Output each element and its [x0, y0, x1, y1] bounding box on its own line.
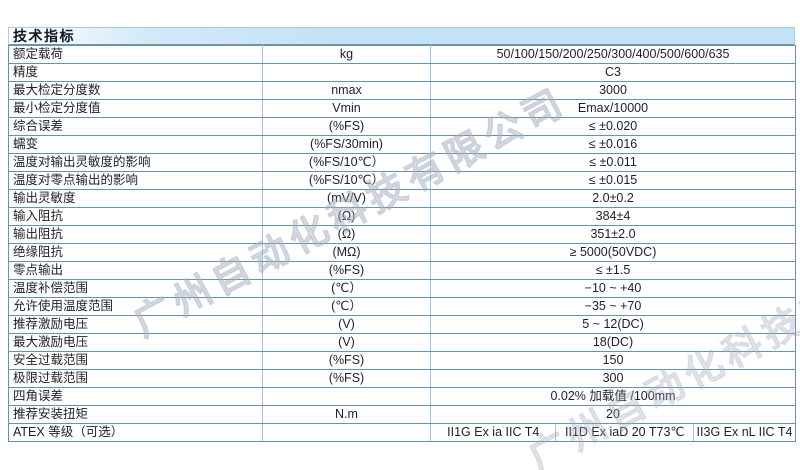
spec-name-cell: 绝缘阻抗: [8, 243, 263, 262]
spec-table: 额定载荷 kg 50/100/150/200/250/300/400/500/600…: [8, 45, 796, 442]
spec-name-cell: 四角误差: [8, 387, 263, 406]
spec-unit-cell: (V): [262, 333, 431, 352]
spec-name-cell: 极限过载范围: [8, 369, 263, 388]
spec-unit-cell: nmax: [262, 81, 431, 100]
spec-unit-cell: (%FS): [262, 369, 431, 388]
spec-unit-cell: (%FS): [262, 351, 431, 370]
spec-name-cell: 温度补偿范围: [8, 279, 263, 298]
spec-unit-cell: (Ω): [262, 225, 431, 244]
table-row: 极限过载范围 (%FS) 300: [8, 369, 796, 388]
table-row: 输出阻抗 (Ω) 351±2.0: [8, 225, 796, 244]
spec-name-cell: 温度对输出灵敏度的影响: [8, 153, 263, 172]
spec-value-cell: ≥ 5000(50VDC): [430, 243, 796, 262]
spec-name-cell: 最大激励电压: [8, 333, 263, 352]
spec-name-cell: 输入阻抗: [8, 207, 263, 226]
table-row: 温度对输出灵敏度的影响 (%FS/10℃） ≤ ±0.011: [8, 153, 796, 172]
atex-value-3: II3G Ex nL IIC T4: [692, 424, 795, 441]
table-row: 安全过载范围 (%FS) 150: [8, 351, 796, 370]
spec-unit-cell: kg: [262, 45, 431, 64]
table-row: 零点输出 (%FS) ≤ ±1.5: [8, 261, 796, 280]
spec-unit-cell: (V): [262, 315, 431, 334]
spec-name-cell: 输出阻抗: [8, 225, 263, 244]
spec-name-cell: 温度对零点输出的影响: [8, 171, 263, 190]
spec-value-cell: 20: [430, 405, 796, 424]
spec-value-cell: 3000: [430, 81, 796, 100]
spec-value-cell: 150: [430, 351, 796, 370]
spec-unit-cell: [262, 63, 431, 82]
spec-unit-cell: [262, 387, 431, 406]
atex-value-1: II1G Ex ia IIC T4: [447, 425, 540, 439]
spec-value-cell: 5 ~ 12(DC): [430, 315, 796, 334]
table-row: 绝缘阻抗 (MΩ) ≥ 5000(50VDC): [8, 243, 796, 262]
spec-value-cell: ≤ ±0.015: [430, 171, 796, 190]
spec-name-cell: 推荐激励电压: [8, 315, 263, 334]
atex-value-2: II1D Ex iaD 20 T73℃: [555, 424, 693, 441]
spec-value-cell: 2.0±0.2: [430, 189, 796, 208]
spec-unit-cell: (%FS/10℃）: [262, 171, 431, 190]
table-row: 精度 C3: [8, 63, 796, 82]
spec-unit-cell: (%FS/30min): [262, 135, 431, 154]
spec-value-cell: 300: [430, 369, 796, 388]
spec-value-cell: ≤ ±0.016: [430, 135, 796, 154]
table-row: 温度补偿范围 (℃） −10 ~ +40: [8, 279, 796, 298]
table-row: 四角误差 0.02% 加载值 /100mm: [8, 387, 796, 406]
spec-value-cell: ≤ ±0.011: [430, 153, 796, 172]
spec-value-cell: 384±4: [430, 207, 796, 226]
spec-unit-cell: (mV/V): [262, 189, 431, 208]
table-row: 最小检定分度值 Vmin Emax/10000: [8, 99, 796, 118]
section-title-bar: 技术指标: [8, 27, 795, 46]
spec-unit-cell: (Ω): [262, 207, 431, 226]
spec-name-cell: 精度: [8, 63, 263, 82]
table-row: 额定载荷 kg 50/100/150/200/250/300/400/500/600…: [8, 45, 796, 64]
spec-name-cell: 输出灵敏度: [8, 189, 263, 208]
spec-name-cell: 最大检定分度数: [8, 81, 263, 100]
spec-name-cell: 允许使用温度范围: [8, 297, 263, 316]
spec-value-cell: −35 ~ +70: [430, 297, 796, 316]
spec-value-cell: C3: [430, 63, 796, 82]
spec-value-cell: ≤ ±1.5: [430, 261, 796, 280]
table-row: 输出灵敏度 (mV/V) 2.0±0.2: [8, 189, 796, 208]
spec-unit-cell: (℃）: [262, 297, 431, 316]
table-row: 允许使用温度范围 (℃） −35 ~ +70: [8, 297, 796, 316]
spec-unit-cell: (%FS): [262, 261, 431, 280]
table-row: 输入阻抗 (Ω) 384±4: [8, 207, 796, 226]
atex-values-cell: II1G Ex ia IIC T4 II1D Ex iaD 20 T73℃ II3G…: [430, 423, 796, 442]
spec-unit-cell: (MΩ): [262, 243, 431, 262]
spec-name-cell: 综合误差: [8, 117, 263, 136]
spec-value-cell: ≤ ±0.020: [430, 117, 796, 136]
spec-unit-cell: (%FS): [262, 117, 431, 136]
spec-unit-cell: [262, 423, 431, 442]
spec-value-cell: Emax/10000: [430, 99, 796, 118]
page-title: 技术指标: [13, 28, 75, 44]
spec-name-cell: 推荐安装扭矩: [8, 405, 263, 424]
table-row: 推荐激励电压 (V) 5 ~ 12(DC): [8, 315, 796, 334]
spec-name-cell: 安全过载范围: [8, 351, 263, 370]
spec-name-cell: 最小检定分度值: [8, 99, 263, 118]
table-row: 最大激励电压 (V) 18(DC): [8, 333, 796, 352]
spec-value-cell: 351±2.0: [430, 225, 796, 244]
table-row: 蠕变 (%FS/30min) ≤ ±0.016: [8, 135, 796, 154]
spec-unit-cell: (%FS/10℃）: [262, 153, 431, 172]
table-row: 综合误差 (%FS) ≤ ±0.020: [8, 117, 796, 136]
table-row-atex: ATEX 等级（可选） II1G Ex ia IIC T4 II1D Ex iaD …: [8, 423, 796, 442]
spec-value-cell: 0.02% 加载值 /100mm: [430, 387, 796, 406]
spec-name-cell: 蠕变: [8, 135, 263, 154]
spec-unit-cell: (℃）: [262, 279, 431, 298]
spec-unit-cell: N.m: [262, 405, 431, 424]
spec-name-cell: 零点输出: [8, 261, 263, 280]
spec-unit-cell: Vmin: [262, 99, 431, 118]
table-row: 推荐安装扭矩 N.m 20: [8, 405, 796, 424]
spec-value-cell: −10 ~ +40: [430, 279, 796, 298]
table-row: 温度对零点输出的影响 (%FS/10℃） ≤ ±0.015: [8, 171, 796, 190]
spec-value-cell: 50/100/150/200/250/300/400/500/600/635: [430, 45, 796, 64]
spec-value-cell: 18(DC): [430, 333, 796, 352]
spec-name-cell: ATEX 等级（可选）: [8, 423, 263, 442]
table-row: 最大检定分度数 nmax 3000: [8, 81, 796, 100]
spec-name-cell: 额定载荷: [8, 45, 263, 64]
